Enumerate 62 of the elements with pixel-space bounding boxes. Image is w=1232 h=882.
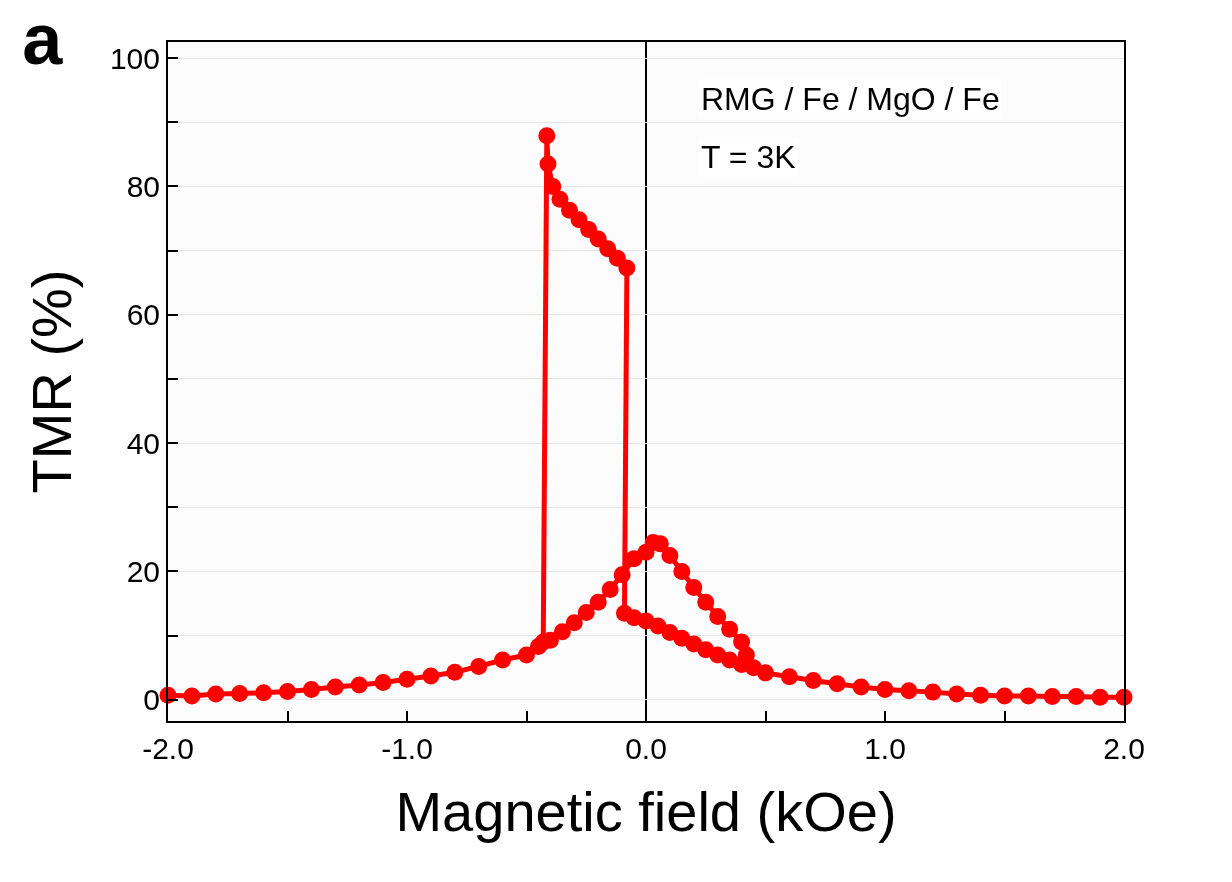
y-tick-label: 20 [126,554,160,588]
point [900,682,918,700]
point [561,201,579,219]
point [207,685,225,703]
point [577,604,595,622]
point [972,686,990,704]
point [876,681,894,699]
point [1067,688,1085,706]
y-tick-label: 0 [143,683,160,717]
point [685,579,703,596]
point [780,668,798,686]
point [616,604,633,622]
point [589,593,607,611]
point [279,682,296,700]
point [924,683,942,701]
point [1043,688,1061,706]
point [374,673,392,691]
point [673,562,691,580]
x-axis-title: Magnetic field (kOe) [395,780,897,844]
point [326,678,344,696]
point [398,670,416,688]
y-axis-title: TMR (%) [20,269,84,494]
point [757,664,774,682]
point [350,676,368,694]
point [422,667,440,685]
point [183,687,201,705]
annotation: RMG / Fe / MgO / Fe [701,81,1000,117]
point [852,678,870,696]
point [661,546,679,564]
y-tick-label: 100 [109,41,160,75]
x-tick-label: 2.0 [1103,732,1145,765]
point [231,684,249,702]
point [709,607,727,625]
point [828,675,846,693]
x-tick-label: -2.0 [142,732,194,765]
point [470,657,488,675]
point [538,127,556,145]
point [551,190,569,208]
point [721,620,739,638]
point [494,651,512,669]
point [697,593,715,611]
y-tick-label: 60 [126,298,160,332]
point [948,685,966,703]
chart-title: a [22,0,64,79]
x-tick-label: -1.0 [381,732,433,765]
point [1091,688,1109,706]
y-tick-label: 80 [126,169,160,203]
y-tick-label: 40 [126,426,160,460]
point [601,580,619,598]
point [996,687,1013,705]
point [553,623,571,641]
point [446,663,464,681]
x-tick-label: 1.0 [864,732,906,765]
point [804,672,822,690]
annotation: T = 3K [701,139,796,175]
point [565,614,583,632]
point [539,155,557,173]
point [302,681,320,699]
point [518,646,535,664]
x-tick-label: 0.0 [625,732,667,765]
point [1019,687,1037,705]
point [255,684,273,702]
